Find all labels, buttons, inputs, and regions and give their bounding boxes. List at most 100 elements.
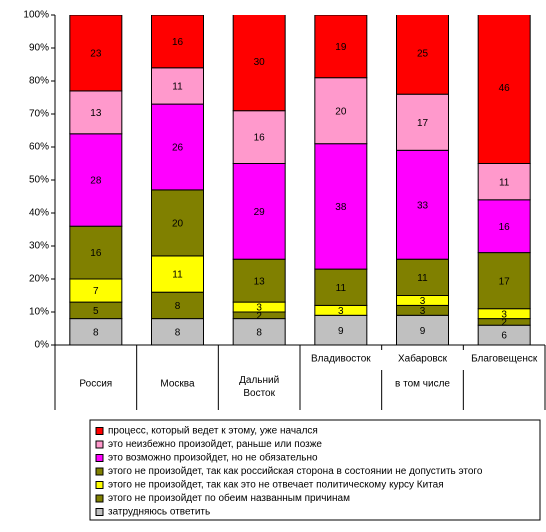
data-label: 11: [336, 283, 347, 294]
data-label: 28: [90, 176, 102, 187]
data-label: 16: [90, 248, 102, 259]
data-label: 17: [417, 118, 429, 129]
x-tick-label: Москва: [160, 379, 195, 390]
bar-segment: [314, 77, 368, 145]
data-label: 11: [172, 82, 183, 93]
data-label: 33: [417, 200, 429, 211]
bar-segment: [151, 189, 204, 257]
legend-swatch: [95, 440, 104, 449]
data-label: 3: [420, 296, 426, 307]
data-label: 3: [256, 303, 262, 314]
x-tick-label: Владивосток: [311, 354, 371, 365]
legend-label: этого не произойдет по обеим названным п…: [108, 492, 350, 504]
data-label: 3: [338, 306, 344, 317]
bar-segment: [69, 90, 123, 135]
data-label: 16: [499, 222, 511, 233]
data-label: 25: [417, 49, 429, 60]
data-label: 20: [335, 106, 347, 117]
data-label: 8: [256, 327, 262, 338]
data-label: 17: [499, 276, 511, 287]
legend-label: это возможно произойдет, но не обязатель…: [108, 452, 318, 464]
bar-segment: [396, 15, 449, 95]
legend-swatch: [95, 508, 104, 516]
y-tick-label: 60%: [29, 142, 49, 153]
bar-segment: [69, 133, 123, 227]
data-label: 13: [90, 108, 102, 119]
y-tick-label: 0%: [35, 340, 50, 351]
bar-segment: [151, 255, 204, 293]
y-tick-label: 20%: [29, 274, 49, 285]
data-label: 38: [335, 202, 347, 213]
legend-swatch: [95, 481, 104, 489]
bar-segment: [232, 258, 286, 303]
bar-segment: [69, 15, 123, 92]
data-label: 8: [175, 327, 181, 338]
y-tick-label: 90%: [29, 43, 49, 54]
legend-label: этого не произойдет, так как это не отве…: [108, 480, 444, 491]
data-label: 2: [501, 318, 507, 329]
bar-segment: [232, 318, 286, 345]
legend-label: это неизбежно произойдет, раньше или поз…: [108, 438, 322, 450]
bar-segment: [232, 163, 286, 260]
data-label: 7: [93, 286, 99, 297]
y-tick-label: 70%: [29, 109, 49, 120]
data-label: 29: [254, 207, 266, 218]
data-label: 9: [420, 326, 426, 337]
data-label: 16: [172, 37, 184, 48]
bars: [69, 15, 531, 345]
legend-swatch: [95, 454, 104, 462]
bar-segment: [69, 318, 123, 345]
bar-segment: [314, 268, 368, 306]
data-label: 3: [501, 309, 507, 320]
bar-segment: [477, 15, 531, 165]
x-tick-label: Россия: [79, 379, 112, 390]
data-label: 8: [93, 327, 99, 338]
x-tick-label: Дальний Восток: [239, 375, 279, 399]
bar-segment: [314, 143, 368, 270]
y-tick-label: 40%: [29, 208, 49, 219]
data-label: 8: [175, 301, 181, 312]
x-tick-label: Хабаровск: [398, 353, 448, 365]
legend-label: этого не произойдет, так как российская …: [108, 466, 483, 477]
y-tick-label: 10%: [29, 307, 49, 318]
y-tick-label: 50%: [29, 175, 49, 186]
y-tick-label: 80%: [29, 76, 49, 87]
data-label: 11: [172, 270, 183, 281]
bar-segment: [151, 318, 204, 345]
data-label: 11: [417, 273, 428, 284]
bar-segment: [232, 110, 286, 164]
legend-label: затрудняюсь ответить: [108, 507, 210, 518]
data-label: 5: [93, 306, 99, 317]
data-label: 20: [172, 219, 184, 230]
data-label: 26: [172, 143, 184, 154]
data-label: 30: [254, 57, 266, 68]
data-label: 3: [420, 306, 426, 317]
data-label: 46: [499, 83, 511, 94]
group-label: в том числе: [395, 379, 450, 390]
bar-segment: [314, 314, 368, 345]
bar-segment: [477, 199, 531, 254]
data-label: 11: [499, 177, 510, 188]
data-label: 16: [254, 133, 266, 144]
data-label: 9: [338, 326, 344, 337]
x-tick-label: Благовещенск: [471, 354, 538, 365]
bar-segment: [396, 149, 449, 260]
legend-swatch: [95, 494, 104, 503]
legend-label: процесс, который ведет к этому, уже нача…: [108, 426, 318, 437]
data-label: 19: [335, 42, 347, 53]
y-tick-label: 30%: [29, 241, 49, 252]
data-label: 2: [256, 311, 262, 322]
bar-segment: [314, 15, 368, 79]
legend-swatch: [95, 467, 104, 476]
bar-segment: [232, 15, 286, 112]
bar-segment: [151, 103, 204, 191]
data-label: 6: [501, 331, 507, 342]
bar-segment: [151, 15, 204, 69]
data-label: 23: [90, 49, 102, 60]
legend-box: [89, 419, 541, 521]
bar-segment: [396, 258, 449, 297]
bar-segment: [396, 93, 449, 151]
legend-swatch: [95, 427, 104, 435]
y-tick-label: 100%: [23, 10, 49, 21]
